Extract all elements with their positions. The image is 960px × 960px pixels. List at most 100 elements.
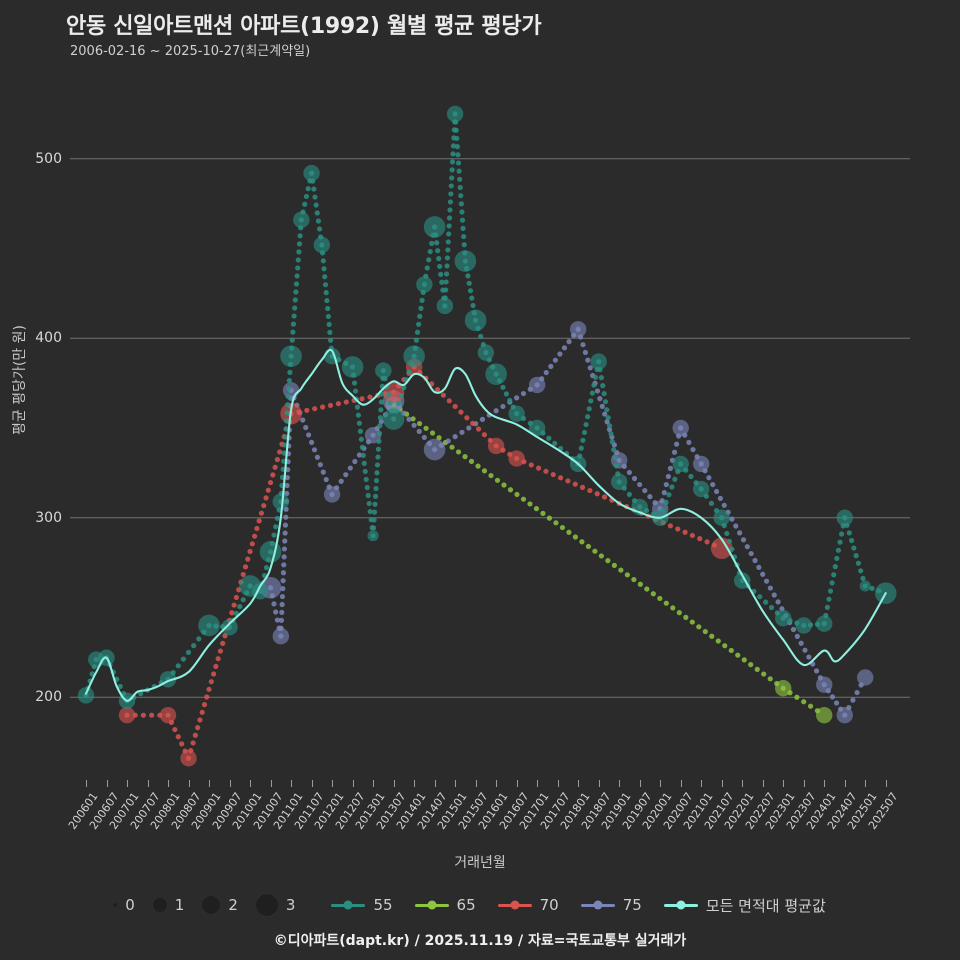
legend-size-dot	[201, 895, 222, 915]
x-axis-tick	[455, 780, 457, 787]
legend-marker-icon	[427, 900, 437, 910]
y-axis-tick-label: 200	[35, 689, 62, 706]
y-axis-tick-label: 400	[35, 330, 62, 347]
legend-marker-icon	[676, 900, 686, 910]
data-point	[859, 580, 871, 592]
chart-canvas	[70, 105, 910, 767]
page-title: 안동 신일아트맨션 아파트(1992) 월별 평균 평당가	[66, 14, 542, 39]
data-point	[159, 706, 177, 724]
x-axis-tick	[250, 780, 252, 787]
series-65	[385, 396, 833, 724]
data-point	[713, 509, 730, 526]
legend-size-dot	[254, 893, 279, 917]
data-point	[672, 455, 689, 473]
series-55	[77, 105, 897, 710]
y-axis-tick-label: 500	[35, 150, 62, 167]
series-70	[118, 358, 733, 767]
x-axis-tick	[168, 780, 170, 787]
legend-size-label: 0	[125, 896, 135, 914]
legend-size-label: 1	[174, 896, 185, 914]
chart-legend: 0 1 2 3 55 65 70 75 모든 면적대 평균값	[0, 888, 960, 922]
x-axis-tick	[824, 780, 826, 787]
x-axis-tick	[557, 780, 559, 787]
data-point	[259, 541, 282, 563]
plot-area	[70, 78, 910, 778]
data-point	[382, 408, 405, 430]
data-point	[436, 297, 454, 315]
x-axis-tick	[229, 780, 231, 787]
average-line	[84, 348, 887, 702]
data-point	[775, 610, 792, 627]
legend-line-swatch	[414, 900, 449, 910]
legend-marker-icon	[510, 900, 520, 910]
data-point	[477, 344, 495, 361]
legend-item-55[interactable]: 55	[331, 896, 393, 914]
data-point	[692, 455, 710, 473]
data-point	[375, 362, 392, 379]
legend-label: 75	[622, 896, 642, 914]
x-axis-tick	[619, 780, 621, 787]
data-point	[485, 363, 507, 385]
data-point	[221, 619, 238, 636]
data-point	[282, 382, 300, 399]
x-axis-tick	[393, 780, 395, 787]
x-axis-tick	[434, 780, 436, 787]
legend-line-swatch	[331, 900, 366, 910]
series-75	[259, 321, 874, 724]
legend-item-70[interactable]: 70	[497, 896, 559, 914]
legend-item-75[interactable]: 75	[580, 896, 642, 914]
x-axis-tick	[311, 780, 313, 787]
data-point	[272, 628, 290, 645]
data-point	[423, 216, 446, 238]
legend-line-swatch	[663, 900, 698, 910]
data-point	[508, 405, 525, 422]
data-point	[710, 537, 733, 560]
data-point	[816, 706, 833, 724]
data-point	[423, 438, 446, 461]
legend-item-모든 면적대 평균값[interactable]: 모든 면적대 평균값	[663, 895, 826, 916]
x-axis-tick	[701, 780, 703, 787]
data-point	[528, 376, 546, 394]
data-point	[77, 687, 95, 704]
legend-size-label: 2	[228, 896, 238, 914]
x-axis-tick	[475, 780, 477, 787]
y-axis: 200 300 400 500	[0, 78, 62, 778]
data-point	[795, 617, 812, 634]
x-axis-tick	[270, 780, 272, 787]
x-axis-tick	[86, 780, 87, 787]
data-point	[610, 473, 628, 491]
data-point	[280, 345, 302, 368]
legend-label: 55	[373, 896, 393, 914]
x-axis-tick	[537, 780, 539, 787]
legend-marker-icon	[593, 900, 603, 910]
data-point	[836, 706, 853, 724]
x-axis-tick	[291, 780, 293, 787]
footer-credit: ©디아파트(dapt.kr) / 2025.11.19 / 자료=국토교통부 실…	[273, 933, 687, 949]
x-axis-tick	[742, 780, 744, 787]
page-subtitle: 2006-02-16 ~ 2025-10-27(최근계약일)	[70, 44, 311, 59]
x-axis-tick	[578, 780, 580, 787]
data-point	[857, 669, 874, 686]
x-axis-tick	[188, 780, 190, 787]
legend-item-65[interactable]: 65	[414, 896, 476, 914]
x-axis-tick	[885, 780, 887, 787]
data-point	[118, 706, 136, 724]
x-axis-tick	[639, 780, 641, 787]
data-point	[416, 276, 433, 293]
data-point	[303, 164, 320, 182]
x-axis-tick	[762, 780, 764, 787]
y-axis-tick-label: 300	[35, 509, 62, 526]
data-point	[454, 250, 477, 272]
series-connector	[390, 402, 820, 714]
x-axis-tick	[598, 780, 600, 787]
x-axis-tick	[660, 780, 662, 787]
x-axis-tick	[106, 780, 108, 787]
data-point	[692, 480, 710, 498]
legend-size-dot	[112, 902, 119, 908]
x-axis-tick	[352, 780, 354, 787]
x-axis-title: 거래년월	[454, 855, 506, 871]
legend-size-dot	[151, 897, 168, 913]
data-point	[590, 353, 607, 370]
x-axis-tick	[783, 780, 785, 787]
legend-size-label: 3	[285, 896, 296, 914]
